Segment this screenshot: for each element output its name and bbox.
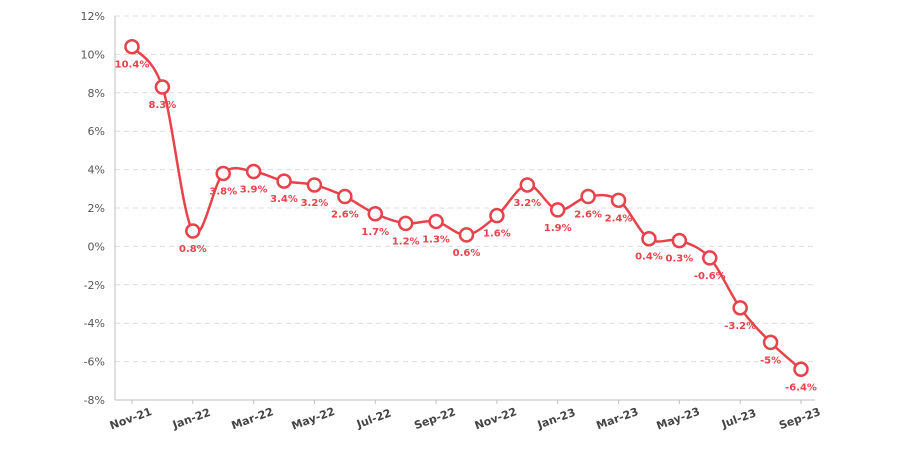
data-point bbox=[489, 207, 505, 224]
data-label: 2.4% bbox=[605, 213, 633, 224]
data-label: 2.6% bbox=[331, 209, 359, 220]
y-tick-label: 10% bbox=[81, 48, 105, 61]
data-label: 10.4% bbox=[115, 60, 150, 71]
data-point bbox=[185, 223, 201, 239]
data-label: -5% bbox=[760, 355, 781, 366]
x-tick-label: Nov-22 bbox=[473, 405, 519, 432]
data-point bbox=[580, 188, 596, 205]
data-point bbox=[276, 173, 292, 189]
data-point bbox=[245, 163, 262, 180]
data-point bbox=[458, 227, 475, 243]
data-point bbox=[428, 213, 444, 230]
y-tick-label: 12% bbox=[81, 10, 105, 23]
data-point bbox=[671, 232, 688, 249]
y-tick-label: 2% bbox=[88, 202, 105, 215]
data-point bbox=[367, 206, 384, 222]
data-label: 1.9% bbox=[544, 223, 572, 234]
y-tick-label: 6% bbox=[88, 125, 105, 138]
data-label: 3.4% bbox=[270, 194, 298, 205]
x-tick-label: Jul-22 bbox=[354, 407, 393, 432]
data-label: 0.3% bbox=[665, 254, 693, 265]
x-tick-label: Mar-22 bbox=[230, 405, 275, 432]
y-tick-label: 4% bbox=[88, 164, 105, 177]
data-label: -3.2% bbox=[724, 321, 756, 332]
x-tick-label: Jan-22 bbox=[170, 406, 212, 432]
data-label: 3.2% bbox=[301, 198, 329, 209]
y-tick-label: -8% bbox=[84, 394, 105, 407]
data-point bbox=[762, 334, 779, 351]
x-tick-label: May-22 bbox=[290, 405, 337, 433]
data-label: 1.6% bbox=[483, 229, 511, 240]
y-tick-label: -6% bbox=[84, 356, 105, 369]
data-point bbox=[732, 300, 748, 316]
data-point bbox=[641, 230, 657, 247]
x-axis: Nov-21 Jan-22 Mar-22 May-22 Jul-22 Sep-22 Nov-… bbox=[108, 399, 822, 433]
x-tick-label: Jul-23 bbox=[719, 407, 758, 432]
gridlines bbox=[115, 15, 815, 401]
x-tick-label: Nov-21 bbox=[108, 405, 154, 432]
data-label: 1.2% bbox=[392, 236, 420, 247]
data-label: -6.4% bbox=[785, 382, 817, 393]
data-point bbox=[154, 79, 171, 95]
data-label: 2.6% bbox=[574, 209, 602, 220]
x-tick-label: Sep-22 bbox=[412, 405, 457, 432]
x-tick-label: May-23 bbox=[655, 405, 702, 433]
x-tick-label: Mar-23 bbox=[595, 405, 640, 432]
data-point bbox=[337, 188, 353, 205]
series-line bbox=[124, 38, 809, 378]
y-axis: -8% -6% -4% -2% 0% 2% 4% 6% 8% 10% 12% bbox=[81, 10, 116, 407]
data-point bbox=[519, 177, 536, 193]
data-label: 8.3% bbox=[149, 100, 177, 111]
data-label: 3.9% bbox=[240, 185, 268, 196]
data-point bbox=[610, 192, 627, 209]
data-point bbox=[124, 38, 140, 55]
y-tick-label: 8% bbox=[88, 87, 105, 100]
data-point bbox=[549, 202, 566, 218]
data-label: 0.4% bbox=[635, 252, 663, 263]
y-tick-label: 0% bbox=[88, 240, 105, 253]
data-point bbox=[397, 215, 414, 232]
data-labels: 10.4%8.3%0.8%3.8% 3.9%3.4% 3.2%2.6%1.7%1.2… bbox=[115, 60, 817, 394]
data-point bbox=[306, 177, 323, 193]
data-label: 0.8% bbox=[179, 244, 207, 255]
data-label: 1.7% bbox=[361, 227, 389, 238]
data-label: 0.6% bbox=[453, 248, 481, 259]
data-point bbox=[215, 165, 231, 182]
y-tick-label: -2% bbox=[84, 279, 105, 292]
x-tick-label: Jan-23 bbox=[535, 406, 577, 432]
data-label: 3.8% bbox=[209, 186, 237, 197]
data-label: 1.3% bbox=[422, 234, 450, 245]
data-point bbox=[702, 250, 718, 266]
y-tick-label: -4% bbox=[84, 317, 105, 330]
data-label: 3.2% bbox=[513, 198, 541, 209]
data-label: -0.6% bbox=[694, 271, 726, 282]
data-point bbox=[793, 361, 809, 378]
x-tick-label: Sep-23 bbox=[777, 405, 822, 432]
